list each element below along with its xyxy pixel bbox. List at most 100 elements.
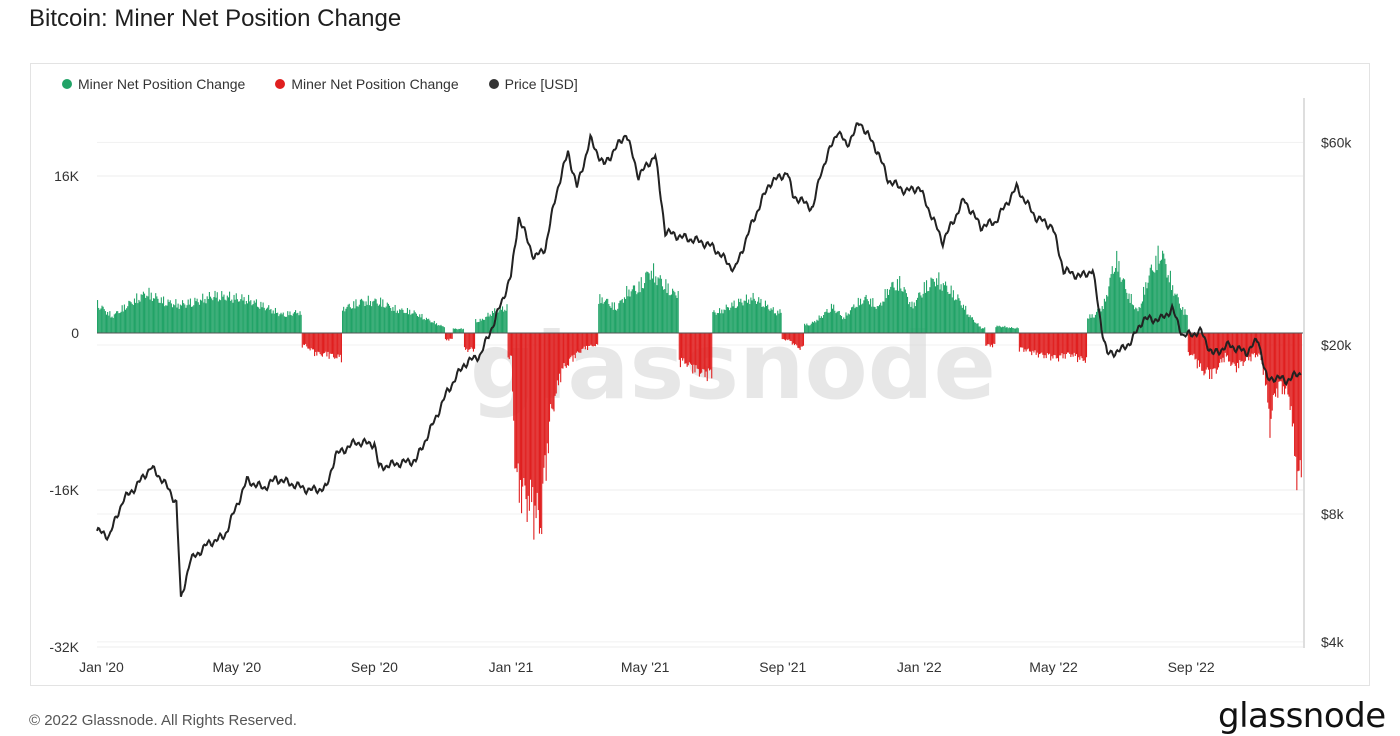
bar (894, 290, 896, 333)
bar (1115, 267, 1117, 333)
bar (1277, 333, 1279, 398)
bar (223, 294, 225, 333)
bar (267, 307, 269, 333)
bar (811, 321, 813, 333)
bar (329, 333, 331, 354)
bar (1007, 328, 1009, 333)
bar (598, 303, 600, 333)
bar (363, 301, 365, 333)
bar (889, 289, 891, 333)
bar (927, 291, 929, 333)
bar (1245, 333, 1248, 358)
bar (487, 312, 489, 333)
bar (1184, 309, 1186, 333)
bar (133, 298, 136, 333)
glassnode-logo: glassnode (1218, 696, 1386, 736)
bar (851, 307, 853, 333)
bar (1136, 308, 1138, 333)
bar (552, 333, 554, 410)
bar (459, 328, 461, 333)
bar (319, 333, 321, 355)
bar (956, 299, 958, 333)
bar (1271, 333, 1273, 411)
bar (458, 328, 460, 333)
bar (1289, 333, 1291, 411)
legend-item-price[interactable]: Price [USD] (488, 76, 578, 92)
bar (195, 301, 197, 333)
bar (103, 309, 105, 333)
bar (692, 333, 694, 374)
bar (751, 300, 753, 333)
bar (659, 275, 661, 333)
bar (196, 298, 198, 333)
bar (716, 313, 718, 333)
chart-frame (30, 63, 1370, 686)
bar (791, 333, 793, 345)
bar (657, 277, 659, 333)
bar (1012, 327, 1014, 333)
x-tick-label: Sep '20 (351, 659, 398, 675)
bar (1127, 298, 1129, 333)
bar (488, 316, 490, 333)
bar (764, 300, 766, 333)
bar (300, 314, 302, 333)
bar (1205, 333, 1207, 370)
bar (971, 317, 973, 333)
bar (299, 311, 301, 333)
bar (617, 308, 619, 333)
bar (1155, 255, 1157, 333)
bar (799, 333, 801, 350)
bar (344, 311, 346, 333)
bar (582, 333, 584, 349)
bar (1291, 333, 1293, 427)
bar (357, 306, 359, 333)
bar (801, 333, 803, 347)
bar (930, 277, 932, 333)
bar (1018, 333, 1020, 352)
bar (1112, 273, 1114, 333)
bar (338, 333, 340, 357)
bar (111, 316, 113, 333)
bar (1090, 317, 1092, 333)
bar (430, 322, 432, 333)
bar (400, 309, 402, 333)
bar (489, 314, 491, 333)
bar (580, 333, 582, 353)
bar (484, 319, 486, 333)
bar (964, 309, 966, 333)
bar (1226, 333, 1229, 356)
bar (780, 312, 782, 333)
bar (1262, 333, 1264, 375)
bar (273, 313, 275, 333)
bar (279, 314, 281, 333)
bar (415, 313, 417, 333)
bar (846, 315, 848, 333)
bar (833, 304, 835, 333)
bar (993, 333, 995, 344)
bar (1192, 333, 1194, 356)
bar (545, 333, 547, 481)
legend-item-positive[interactable]: Miner Net Position Change (62, 76, 245, 92)
bar (1126, 292, 1128, 333)
bar (829, 311, 831, 333)
bar (902, 291, 904, 333)
bar (938, 272, 940, 333)
legend-dot-price (488, 79, 499, 89)
y-right-tick-label: $4k (1321, 634, 1345, 650)
bar (349, 307, 351, 333)
bar (229, 291, 231, 333)
bar (355, 299, 357, 333)
bar (1275, 333, 1277, 397)
bar (1179, 308, 1182, 333)
bar (1146, 288, 1148, 333)
bar (526, 333, 528, 522)
bar (924, 292, 926, 333)
bar (1047, 333, 1050, 355)
bar (825, 311, 827, 333)
bar (206, 296, 208, 333)
bar (559, 333, 561, 374)
x-tick-label: Sep '22 (1168, 659, 1215, 675)
bar (231, 299, 233, 333)
legend-item-negative[interactable]: Miner Net Position Change (275, 76, 459, 92)
bar (307, 333, 309, 349)
